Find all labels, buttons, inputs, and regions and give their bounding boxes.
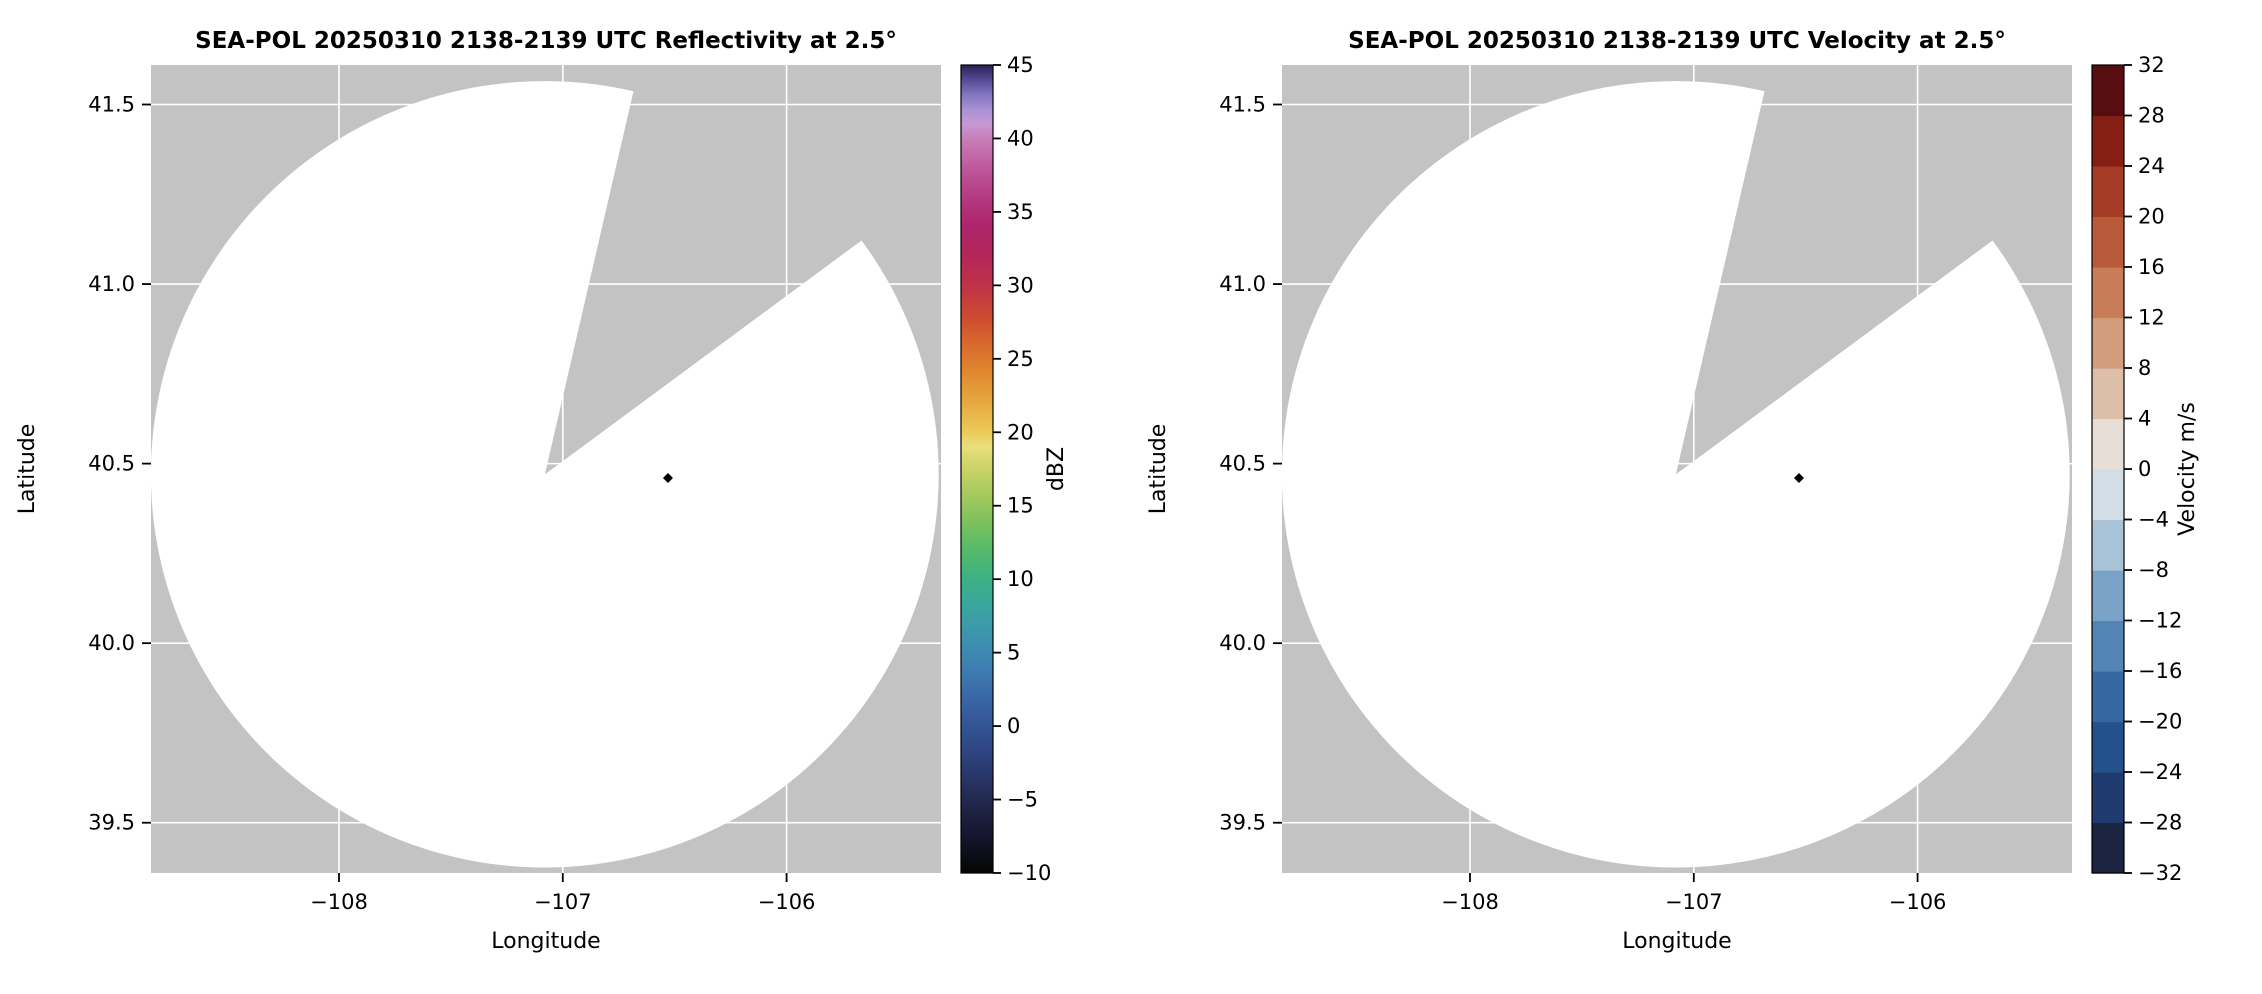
colorbar <box>2092 65 2124 874</box>
colorbar-tick-marks <box>993 64 1001 874</box>
tick-marks <box>1273 103 1919 882</box>
colorbar-tick-label: −8 <box>2138 558 2169 582</box>
colorbar-bin <box>2092 772 2124 824</box>
radar-location-marker <box>1793 472 1804 483</box>
colorbar-bin <box>2092 469 2124 521</box>
colorbar-tick-label: 5 <box>1007 641 1020 665</box>
colorbar-bin <box>2092 267 2124 319</box>
velocity-plot: −108 −107 −106 41.5 41.0 40.5 40.0 39.5 SEA-POL … <box>1146 28 2200 954</box>
y-axis-label: Latitude <box>1146 424 1171 515</box>
colorbar-bin <box>2092 418 2124 470</box>
colorbar-tick-label: 4 <box>2138 407 2151 431</box>
colorbar-outline <box>960 64 994 874</box>
y-tick-label: 40.0 <box>1219 631 1266 655</box>
colorbar-tick-label: 8 <box>2138 356 2151 380</box>
colorbar-bin <box>2092 721 2124 773</box>
tick-marks <box>142 103 788 882</box>
y-tick-label: 41.0 <box>1219 272 1266 296</box>
x-tick-label: −108 <box>310 890 368 914</box>
y-tick-label: 40.0 <box>88 631 135 655</box>
colorbar-tick-label: 0 <box>2138 457 2151 481</box>
y-tick-label: 41.0 <box>88 272 135 296</box>
colorbar-tick-label: 35 <box>1007 200 1034 224</box>
colorbar-tick-label: 24 <box>2138 154 2165 178</box>
colorbar-bin <box>2092 570 2124 622</box>
colorbar-tick-label: 28 <box>2138 104 2165 128</box>
colorbar-bin <box>2092 115 2124 167</box>
colorbar-bin <box>2092 620 2124 672</box>
y-tick-label: 39.5 <box>1219 811 1266 835</box>
colorbar-tick-label: −24 <box>2138 760 2182 784</box>
colorbar-tick-label: 20 <box>1007 420 1034 444</box>
radar-location-marker <box>662 472 673 483</box>
y-tick-label: 39.5 <box>88 811 135 835</box>
x-tick-label: −106 <box>758 890 816 914</box>
colorbar-bin <box>2092 519 2124 571</box>
colorbar-label: dBZ <box>1044 447 1069 491</box>
colorbar-tick-label: 32 <box>2138 53 2165 77</box>
colorbar-tick-label: 16 <box>2138 255 2165 279</box>
y-tick-label: 41.5 <box>88 93 135 117</box>
colorbar-tick-label: −32 <box>2138 861 2182 885</box>
reflectivity-panel: −108 −107 −106 41.5 41.0 40.5 40.0 39.5 SEA-POL … <box>0 0 1131 990</box>
colorbar-tick-label: −5 <box>1007 788 1038 812</box>
colorbar-bin <box>2092 216 2124 268</box>
colorbar-label: Velocity m/s <box>2175 402 2200 536</box>
colorbar-tick-marks <box>2124 64 2132 874</box>
colorbar-tick-label: 45 <box>1007 53 1034 77</box>
y-tick-label: 40.5 <box>88 452 135 476</box>
colorbar-bin <box>2092 317 2124 369</box>
colorbar-tick-label: −20 <box>2138 710 2182 734</box>
x-axis-label: Longitude <box>1622 929 1731 954</box>
colorbar-tick-label: 15 <box>1007 494 1034 518</box>
x-tick-label: −106 <box>1889 890 1947 914</box>
scan-area <box>150 81 939 868</box>
colorbar-tick-label: 25 <box>1007 347 1034 371</box>
y-tick-label: 41.5 <box>1219 93 1266 117</box>
colorbar-bin <box>2092 671 2124 723</box>
colorbar-tick-label: 10 <box>1007 567 1034 591</box>
colorbar-tick-label: −28 <box>2138 811 2182 835</box>
colorbar-tick-label: −16 <box>2138 659 2182 683</box>
x-axis-label: Longitude <box>491 929 600 954</box>
x-tick-label: −107 <box>534 890 592 914</box>
colorbar-tick-label: 12 <box>2138 306 2165 330</box>
x-tick-label: −107 <box>1665 890 1723 914</box>
colorbar-tick-label: 0 <box>1007 714 1020 738</box>
y-tick-label: 40.5 <box>1219 452 1266 476</box>
y-axis-label: Latitude <box>15 424 40 515</box>
colorbar-tick-label: 20 <box>2138 205 2165 229</box>
colorbar-tick-label: 30 <box>1007 273 1034 297</box>
colorbar-bin <box>2092 166 2124 218</box>
colorbar-bin <box>2092 65 2124 117</box>
colorbar-tick-label: −12 <box>2138 609 2182 633</box>
colorbar-bin <box>2092 822 2124 874</box>
plot-title: SEA-POL 20250310 2138-2139 UTC Velocity … <box>1348 28 2006 54</box>
colorbar-tick-label: −4 <box>2138 508 2169 532</box>
plot-title: SEA-POL 20250310 2138-2139 UTC Reflectiv… <box>195 28 897 54</box>
x-tick-label: −108 <box>1441 890 1499 914</box>
colorbar <box>961 65 993 873</box>
colorbar-bin <box>2092 368 2124 420</box>
velocity-panel: −108 −107 −106 41.5 41.0 40.5 40.0 39.5 SEA-POL … <box>1131 0 2262 990</box>
reflectivity-plot: −108 −107 −106 41.5 41.0 40.5 40.0 39.5 SEA-POL … <box>15 28 1069 954</box>
scan-area <box>1281 81 2070 868</box>
colorbar-tick-label: 40 <box>1007 126 1034 150</box>
colorbar-tick-label: −10 <box>1007 861 1051 885</box>
